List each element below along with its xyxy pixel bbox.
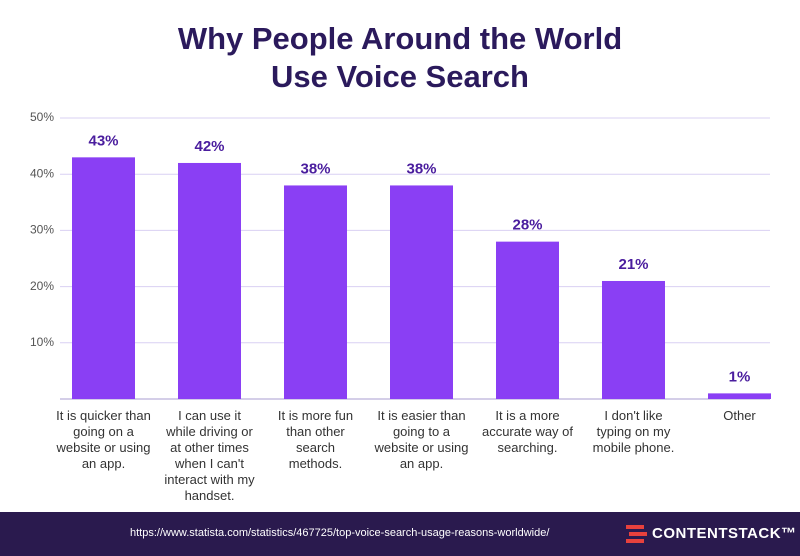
y-tick-label: 50% — [30, 110, 54, 124]
brand-icon — [626, 525, 647, 543]
x-tick-label: It is a more accurate way of searching. — [481, 408, 574, 455]
y-tick-label: 40% — [30, 166, 54, 180]
brand: CONTENTSTACK™ — [652, 525, 797, 542]
value-label: 1% — [729, 368, 751, 385]
x-tick-label: I don't like typing on my mobile phone. — [592, 408, 675, 455]
value-label: 42% — [194, 138, 224, 155]
value-label: 28% — [512, 217, 542, 234]
x-tick-label: It is more fun than other search methods… — [277, 408, 354, 471]
y-tick-label: 20% — [30, 279, 54, 293]
y-tick-label: 30% — [30, 223, 54, 237]
value-label: 43% — [88, 132, 118, 149]
x-tick-label: Other — [723, 408, 756, 423]
footer: https://www.statista.com/statistics/4677… — [0, 512, 800, 556]
value-label: 38% — [300, 160, 330, 177]
bar — [390, 185, 453, 399]
y-tick-label: 10% — [30, 335, 54, 349]
bar — [284, 185, 347, 399]
bar — [602, 280, 665, 399]
value-label: 21% — [618, 256, 648, 273]
x-tick-label: It is quicker than going on a website or… — [56, 408, 151, 471]
bar — [72, 157, 135, 399]
chart-title: Why People Around the World Use Voice Se… — [177, 21, 623, 94]
bar — [496, 241, 559, 399]
source-url: https://www.statista.com/statistics/4677… — [130, 527, 550, 539]
value-label: 38% — [406, 160, 436, 177]
x-tick-label: It is easier than going to a website or … — [374, 408, 469, 471]
bar — [708, 393, 771, 399]
x-tick-label: I can use it while driving or at other t… — [164, 408, 255, 503]
bar — [178, 162, 241, 399]
